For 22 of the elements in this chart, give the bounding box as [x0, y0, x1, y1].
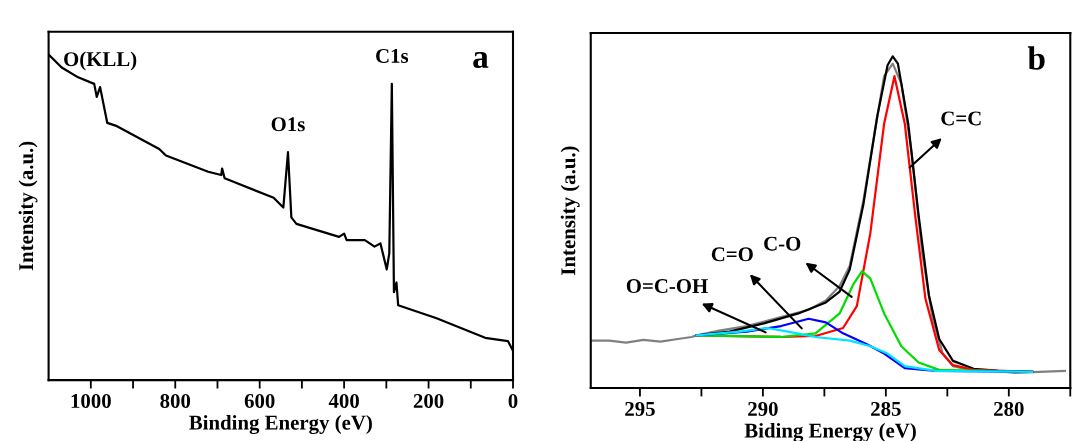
- annotation: C=C: [941, 111, 981, 126]
- x-axis-title: Binding Energy (eV): [189, 415, 372, 435]
- y-axis-title: Intensity (a.u.): [18, 141, 38, 271]
- annotation: C1s: [376, 48, 409, 63]
- x-tick-label: 600: [244, 393, 275, 408]
- annotation: b: [1027, 46, 1045, 70]
- x-tick-label: 285: [871, 401, 901, 416]
- x-tick-label: 1000: [71, 393, 111, 408]
- x-tick-label: 280: [994, 401, 1024, 416]
- annotation: C-O: [764, 236, 801, 251]
- x-tick-label: 290: [748, 401, 778, 416]
- x-tick-label: 800: [160, 393, 191, 408]
- annotation: O(KLL): [64, 51, 137, 71]
- x-tick-label: 200: [413, 393, 444, 408]
- x-tick-label: 295: [625, 401, 655, 416]
- x-tick-label: 0: [508, 393, 518, 408]
- annotation: C=O: [711, 247, 753, 262]
- y-axis-title: Intensity (a.u.): [560, 146, 580, 275]
- annotation: O=C-OH: [626, 279, 708, 294]
- x-tick-label: 400: [328, 393, 359, 408]
- annotation: O1s: [271, 117, 305, 132]
- annotation: a: [473, 52, 489, 68]
